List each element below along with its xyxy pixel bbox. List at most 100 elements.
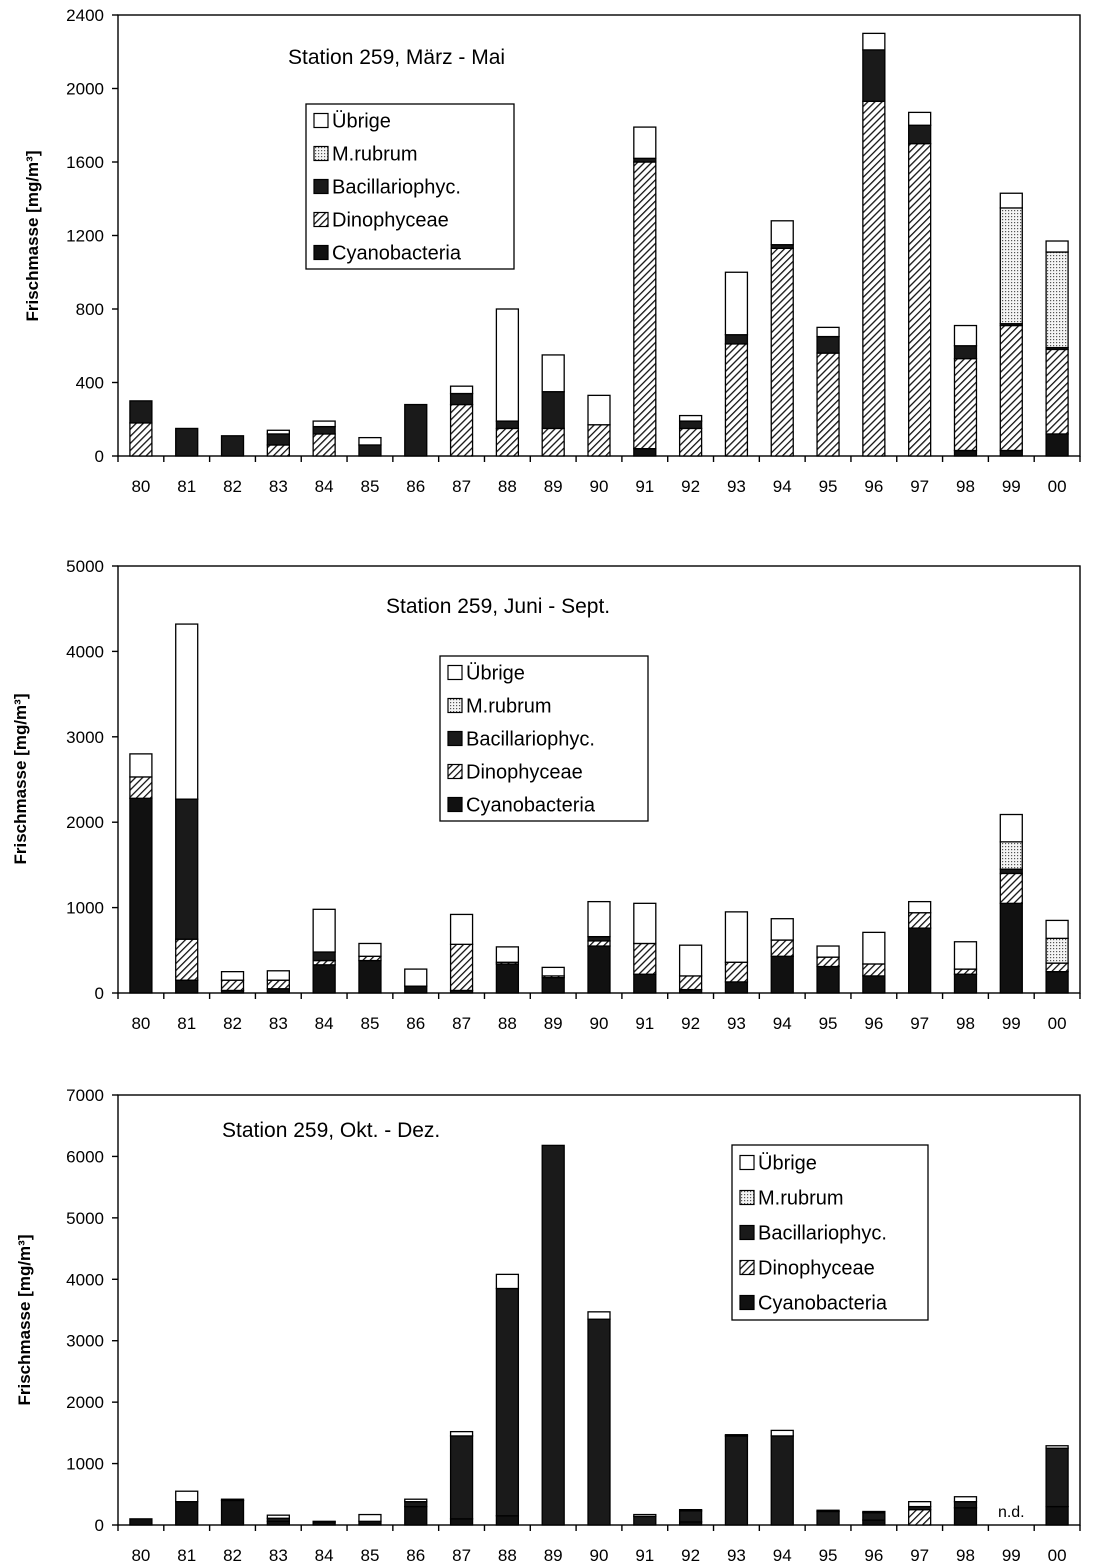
bar-segment-brige-95 (816, 326, 840, 338)
bar-segment-bacillariophyc-91 (633, 1515, 657, 1526)
bar-segment-bacillariophyc-83 (266, 433, 290, 446)
bar-segment-cyanobacteria-89 (541, 976, 565, 994)
bar-segment-bacillariophyc-81 (175, 798, 199, 940)
legend-swatch-bacillariophyc (313, 178, 329, 195)
x-tick-label: 85 (360, 477, 379, 496)
y-tick-label: 2000 (66, 813, 104, 832)
bar-segment-dinophyceae-82 (220, 979, 245, 992)
legend-swatch-dinophyceae (739, 1259, 755, 1276)
legend-label-bacillariophyc: Bacillariophyc. (466, 729, 595, 751)
bar-segment-brige-88 (495, 308, 520, 422)
bar-segment-brige-87 (449, 385, 474, 395)
bar-segment-dinophyceae-91 (633, 942, 657, 975)
bar-segment-dinophyceae-95 (816, 352, 840, 457)
legend-box (439, 655, 649, 822)
bar-segment-dinophyceae-90 (587, 424, 611, 457)
bar-segment-brige-92 (678, 1508, 703, 1512)
x-tick-label: 94 (773, 1546, 792, 1564)
y-tick-label: 1000 (66, 1455, 104, 1474)
bar-segment-brige-94 (770, 918, 794, 941)
y-tick-label: 2400 (66, 6, 104, 25)
y-tick-label: 1000 (66, 899, 104, 918)
x-tick-label: 95 (819, 477, 838, 496)
bar-segment-cyanobacteria-96 (862, 975, 886, 994)
bar-segment-brige-88 (495, 946, 520, 963)
x-tick-label: 98 (956, 1014, 975, 1033)
y-axis-title: Frischmasse [mg/m³] (11, 694, 30, 865)
bar-segment-dinophyceae-94 (770, 939, 794, 957)
bars: n.d. (129, 1144, 1069, 1526)
bar-segment-cyanobacteria-85 (358, 959, 382, 994)
bar-segment-brige-81 (175, 623, 199, 800)
bar-segment-bacillariophyc-87 (449, 392, 474, 406)
y-axis-label: Frischmasse [mg/m³] (23, 151, 42, 322)
bar-segment-bacillariophyc-89 (541, 1144, 565, 1526)
bar-segment-brige-96 (862, 32, 886, 51)
bar-segment-dinophyceae-80 (129, 422, 153, 457)
x-tick-label: 85 (360, 1014, 379, 1033)
x-tick-label: 87 (452, 477, 471, 496)
legend: Übrige M.rubrum Bacillariophyc. Dinophyceae… (439, 655, 649, 822)
bar-segment-cyanobacteria-80 (129, 1518, 153, 1526)
x-tick-label: 94 (773, 1014, 792, 1033)
bar-segment-dinophyceae-97 (908, 1508, 932, 1526)
bar-segment-cyanobacteria-94 (770, 955, 794, 994)
x-tick-label: 91 (635, 1546, 654, 1564)
bar-segment-dinophyceae-99 (999, 872, 1023, 904)
bar-segment-m-rubrum-00 (1045, 937, 1069, 964)
legend-swatch-m-rubrum (313, 145, 329, 162)
bar-segment-bacillariophyc-92 (678, 1510, 703, 1523)
bar-segment-dinophyceae-98 (953, 357, 978, 452)
x-tick-label: 92 (681, 1014, 700, 1033)
bar-segment-brige-97 (908, 1501, 932, 1508)
bar-segment-bacillariophyc-87 (449, 1435, 474, 1520)
bar-segment-dinophyceae-96 (862, 963, 886, 977)
bar-segment-m-rubrum-00 (1045, 251, 1069, 349)
y-axis-title: Frischmasse [mg/m³] (15, 1235, 34, 1406)
bar-segment-bacillariophyc-94 (770, 1435, 794, 1526)
bar-segment-bacillariophyc-88 (495, 420, 520, 430)
bar-segment-brige-93 (724, 1434, 749, 1437)
x-tick-label: 81 (177, 1546, 196, 1564)
x-tick-label: 93 (727, 1014, 746, 1033)
bar-segment-brige-86 (404, 968, 428, 987)
legend-swatch-dinophyceae (313, 211, 329, 228)
y-tick-label: 5000 (66, 1209, 104, 1228)
bar-segment-brige-86 (404, 1498, 428, 1503)
y-axis-label: Frischmasse [mg/m³] (15, 1235, 34, 1406)
y-tick-label: 800 (76, 300, 104, 319)
y-tick-label: 2000 (66, 1393, 104, 1412)
bar-segment-bacillariophyc-00 (1045, 1447, 1069, 1508)
bar-segment-cyanobacteria-98 (953, 1507, 978, 1526)
bar-segment-dinophyceae-93 (724, 961, 749, 983)
legend-label-cyanobacteria: Cyanobacteria (758, 1293, 888, 1315)
x-tick-label: 98 (956, 477, 975, 496)
bar-segment-brige-91 (633, 1513, 657, 1518)
bar-segment-bacillariophyc-97 (908, 124, 932, 145)
bar-segment-brige-95 (816, 945, 840, 958)
legend-label-bacillariophyc: Bacillariophyc. (332, 177, 461, 199)
bar-segment-dinophyceae-87 (449, 403, 474, 457)
x-tick-label: 99 (1002, 1014, 1021, 1033)
bar-segment-brige-99 (999, 192, 1023, 209)
bar-segment-brige-93 (724, 271, 749, 336)
bar-segment-brige-88 (495, 1273, 520, 1290)
x-tick-label: 97 (910, 1546, 929, 1564)
x-tick-label: 91 (635, 477, 654, 496)
plot-frame (117, 14, 1081, 457)
x-tick-label: 96 (864, 1014, 883, 1033)
legend-swatch-brige (739, 1154, 755, 1171)
bar-segment-brige-93 (724, 911, 749, 963)
bar-segment-dinophyceae-97 (908, 142, 932, 457)
bar-segment-bacillariophyc-89 (541, 391, 565, 430)
bar-segment-bacillariophyc-86 (404, 1501, 428, 1508)
legend-box (731, 1144, 929, 1321)
x-tick-label: 83 (269, 1014, 288, 1033)
bar-segment-dinophyceae-83 (266, 979, 290, 990)
x-tick-label: 00 (1048, 477, 1067, 496)
bar-segment-brige-87 (449, 1430, 474, 1437)
y-tick-label: 0 (95, 447, 104, 466)
bar-segment-brige-82 (220, 1498, 245, 1502)
legend-label-cyanobacteria: Cyanobacteria (466, 795, 596, 817)
